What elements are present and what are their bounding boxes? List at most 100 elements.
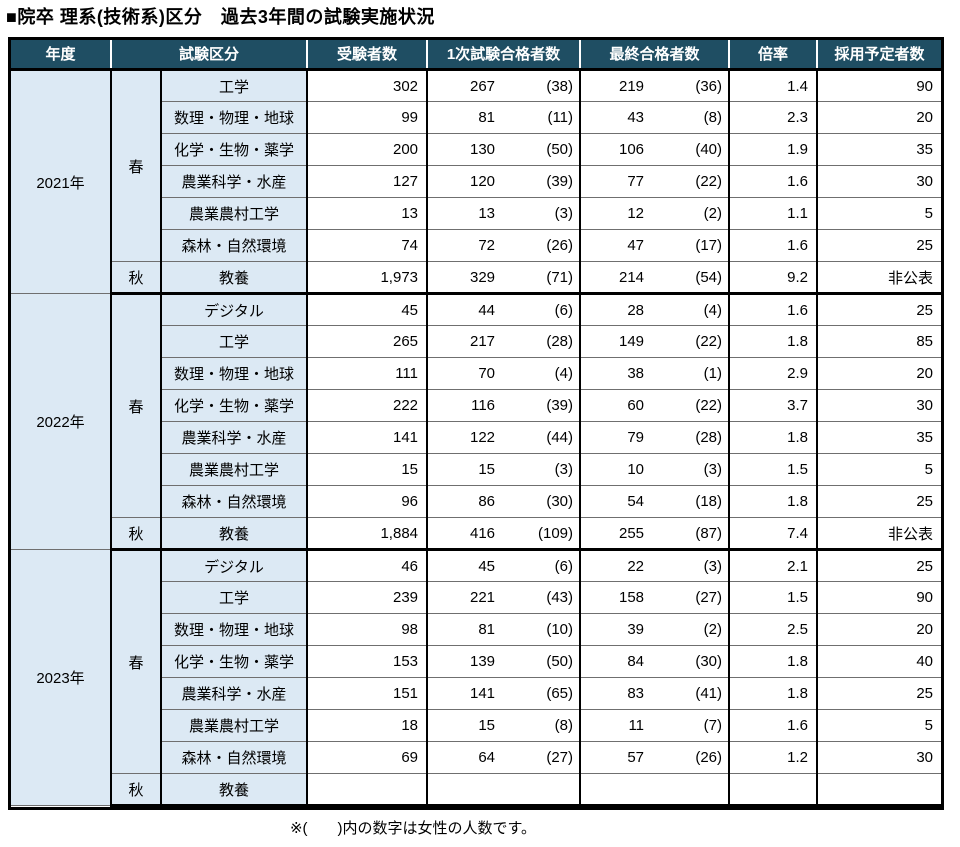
ratio-cell: 2.5	[728, 613, 818, 647]
final-pass-cell-female-value: (40)	[695, 141, 723, 159]
applicants-cell: 200	[306, 133, 428, 167]
applicants-cell: 1,884	[306, 517, 428, 552]
final-pass-cell: 12 (2)	[579, 197, 730, 231]
ratio-cell: 1.6	[728, 709, 818, 743]
ratio-cell	[728, 773, 818, 808]
table-row: 森林・自然環境 69 64 (27) 57 (26) 1.2 30	[11, 741, 942, 775]
final-pass-cell: 57 (26)	[579, 741, 730, 775]
first-pass-cell-value: 120	[469, 173, 496, 191]
first-pass-cell-value: 221	[469, 589, 496, 607]
planned-cell: 25	[816, 485, 942, 519]
final-pass-cell-value: 28	[627, 301, 645, 319]
final-pass-cell-value: 12	[627, 205, 645, 223]
first-pass-cell-value: 416	[469, 524, 496, 542]
final-pass-cell-female-value: (54)	[695, 268, 723, 286]
final-pass-cell: 47 (17)	[579, 229, 730, 263]
header-ratio: 倍率	[728, 39, 818, 72]
planned-cell: 非公表	[816, 261, 942, 296]
final-pass-cell: 84 (30)	[579, 645, 730, 679]
table-row: 数理・物理・地球 111 70 (4) 38 (1) 2.9 20	[11, 357, 942, 391]
final-pass-cell-female-value: (7)	[703, 717, 723, 735]
applicants-cell: 151	[306, 677, 428, 711]
table-row: 化学・生物・薬学 200 130 (50) 106 (40) 1.9 35	[11, 133, 942, 167]
final-pass-cell: 60 (22)	[579, 389, 730, 423]
table-row: 秋教養	[11, 773, 942, 808]
first-pass-cell: 122 (44)	[426, 421, 581, 455]
first-pass-cell: 416 (109)	[426, 517, 581, 552]
category-cell: 森林・自然環境	[159, 485, 308, 519]
table-row: 農業農村工学 18 15 (8) 11 (7) 1.6 5	[11, 709, 942, 743]
header-year: 年度	[11, 39, 111, 72]
first-pass-cell: 267 (38)	[426, 69, 581, 103]
table-row: 秋教養 1,973 329 (71) 214 (54) 9.2 非公表	[11, 261, 942, 296]
category-cell: 教養	[159, 261, 308, 296]
ratio-cell: 1.6	[728, 229, 818, 263]
planned-cell: 5	[816, 197, 942, 231]
planned-cell: 25	[816, 293, 942, 327]
first-pass-cell: 130 (50)	[426, 133, 581, 167]
final-pass-cell-female-value: (36)	[695, 77, 723, 95]
category-cell: 工学	[159, 69, 308, 103]
final-pass-cell: 11 (7)	[579, 709, 730, 743]
first-pass-cell-female-value: (6)	[554, 557, 574, 575]
planned-cell: 30	[816, 741, 942, 775]
final-pass-cell-value: 255	[618, 524, 645, 542]
first-pass-cell-female-value: (50)	[546, 653, 574, 671]
ratio-cell: 2.3	[728, 101, 818, 135]
first-pass-cell: 64 (27)	[426, 741, 581, 775]
ratio-cell: 2.9	[728, 357, 818, 391]
planned-cell: 90	[816, 581, 942, 615]
final-pass-cell-female-value: (87)	[695, 524, 723, 542]
ratio-cell: 9.2	[728, 261, 818, 296]
first-pass-cell: 120 (39)	[426, 165, 581, 199]
table-row: 2023年春デジタル 46 45 (6) 22 (3) 2.1 25	[11, 549, 942, 807]
table-row: 数理・物理・地球 99 81 (11) 43 (8) 2.3 20	[11, 101, 942, 135]
first-pass-cell-female-value: (28)	[546, 333, 574, 351]
ratio-cell: 1.9	[728, 133, 818, 167]
planned-cell: 25	[816, 549, 942, 583]
ratio-cell: 7.4	[728, 517, 818, 552]
category-cell: 化学・生物・薬学	[159, 133, 308, 167]
category-cell: 森林・自然環境	[159, 229, 308, 263]
final-pass-cell-female-value: (17)	[695, 237, 723, 255]
planned-cell: 35	[816, 421, 942, 455]
applicants-cell: 127	[306, 165, 428, 199]
applicants-cell: 96	[306, 485, 428, 519]
season-cell: 秋	[110, 517, 161, 552]
table-body: 2021年春工学 302 267 (38) 219 (36) 1.4 90 数理・物理・地球 99…	[11, 69, 942, 808]
applicants-cell: 222	[306, 389, 428, 423]
first-pass-cell: 221 (43)	[426, 581, 581, 615]
season-cell: 春	[110, 549, 161, 775]
applicants-cell: 1,973	[306, 261, 428, 296]
first-pass-cell: 70 (4)	[426, 357, 581, 391]
first-pass-cell-value: 72	[478, 237, 496, 255]
table-row: 農業農村工学 13 13 (3) 12 (2) 1.1 5	[11, 197, 942, 231]
category-cell: 数理・物理・地球	[159, 101, 308, 135]
first-pass-cell-female-value: (3)	[554, 461, 574, 479]
applicants-cell: 13	[306, 197, 428, 231]
final-pass-cell-female-value: (2)	[703, 205, 723, 223]
first-pass-cell-female-value: (10)	[546, 621, 574, 639]
first-pass-cell-value: 81	[478, 621, 496, 639]
final-pass-cell-value: 158	[618, 589, 645, 607]
first-pass-cell: 72 (26)	[426, 229, 581, 263]
first-pass-cell: 15 (8)	[426, 709, 581, 743]
final-pass-cell: 22 (3)	[579, 549, 730, 583]
final-pass-cell: 79 (28)	[579, 421, 730, 455]
season-cell: 秋	[110, 261, 161, 296]
planned-cell: 40	[816, 645, 942, 679]
planned-cell: 30	[816, 165, 942, 199]
first-pass-cell-female-value: (65)	[546, 685, 574, 703]
final-pass-cell-female-value: (28)	[695, 429, 723, 447]
table-row: 農業科学・水産 141 122 (44) 79 (28) 1.8 35	[11, 421, 942, 455]
first-pass-cell-female-value: (30)	[546, 493, 574, 511]
first-pass-cell	[426, 773, 581, 808]
ratio-cell: 1.5	[728, 581, 818, 615]
category-cell: 数理・物理・地球	[159, 613, 308, 647]
final-pass-cell-value: 60	[627, 397, 645, 415]
ratio-cell: 1.8	[728, 421, 818, 455]
final-pass-cell	[579, 773, 730, 808]
final-pass-cell-value: 84	[627, 653, 645, 671]
first-pass-cell-value: 13	[478, 205, 496, 223]
first-pass-cell-female-value: (8)	[554, 717, 574, 735]
